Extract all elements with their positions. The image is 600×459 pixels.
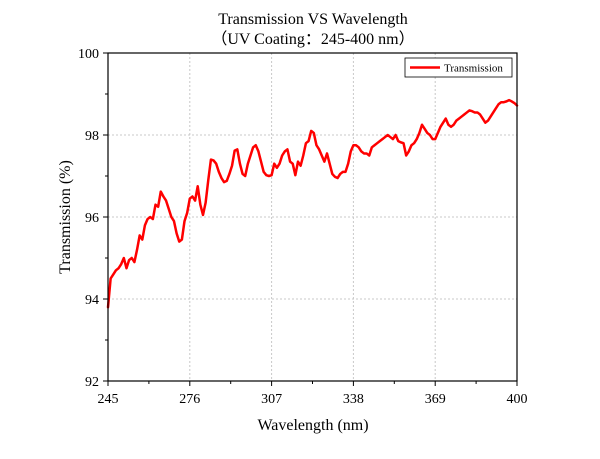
x-axis-label: Wavelength (nm)	[257, 417, 368, 434]
x-tick-label: 369	[425, 392, 446, 407]
legend-box	[404, 57, 513, 78]
x-tick-label: 307	[261, 392, 282, 407]
y-tick-label: 96	[85, 211, 99, 226]
x-tick-label: 276	[179, 392, 200, 407]
y-tick-label: 100	[78, 47, 99, 62]
series-line-transmission	[106, 98, 519, 309]
y-tick-labels: 92 94 96 98 100	[78, 47, 99, 390]
legend-label: Transmission	[444, 63, 503, 75]
y-tick-label: 92	[85, 375, 99, 390]
y-tick-label: 94	[85, 293, 99, 308]
grid-lines	[108, 53, 517, 381]
y-tick-label: 98	[85, 129, 99, 144]
legend: Transmission	[404, 57, 513, 78]
tick-marks	[103, 52, 518, 386]
chart-title: Transmission VS Wavelength	[218, 11, 408, 28]
y-axis-label: Transmission (%)	[57, 160, 74, 274]
x-tick-labels: 245 276 307 338 369 400	[98, 392, 528, 407]
x-tick-label: 245	[98, 392, 119, 407]
chart-subtitle: （UV Coating：245-400 nm）	[211, 30, 414, 48]
x-tick-label: 338	[343, 392, 364, 407]
x-tick-label: 400	[507, 392, 528, 407]
series-layer	[106, 98, 519, 309]
